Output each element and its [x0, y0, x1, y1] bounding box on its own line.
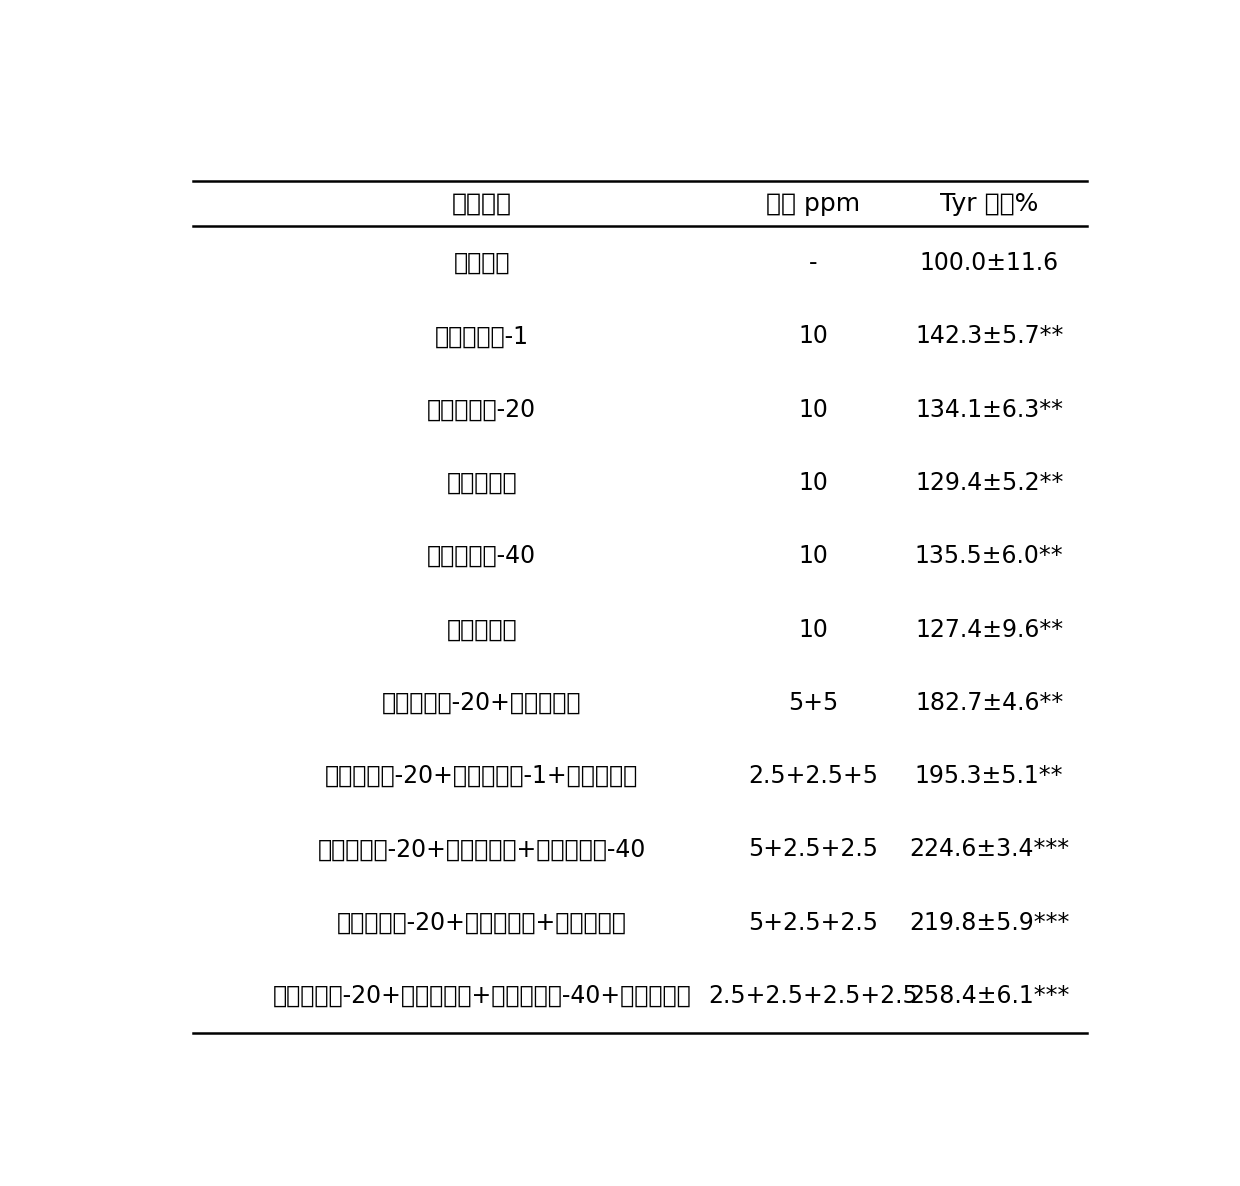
Text: 棕榈酰四肽-20+乙酰酪氨酸+棕榈酰三肽-40: 棕榈酰四肽-20+乙酰酪氨酸+棕榈酰三肽-40	[317, 837, 646, 861]
Text: 100.0±11.6: 100.0±11.6	[920, 251, 1059, 275]
Text: 127.4±9.6**: 127.4±9.6**	[915, 618, 1063, 642]
Text: 乙酰酪氨酸: 乙酰酪氨酸	[446, 471, 517, 495]
Text: 134.1±6.3**: 134.1±6.3**	[915, 397, 1063, 421]
Text: 5+2.5+2.5: 5+2.5+2.5	[748, 911, 878, 935]
Text: 空白对照: 空白对照	[454, 251, 510, 275]
Text: 219.8±5.9***: 219.8±5.9***	[909, 911, 1069, 935]
Text: 乙酰基六肽-1: 乙酰基六肽-1	[435, 324, 528, 349]
Text: 10: 10	[799, 324, 828, 349]
Text: 10: 10	[799, 544, 828, 568]
Text: 测试样品: 测试样品	[451, 191, 512, 216]
Text: 2.5+2.5+5: 2.5+2.5+5	[748, 764, 878, 789]
Text: 棕榈酰三肽-40: 棕榈酰三肽-40	[427, 544, 537, 568]
Text: 5+5: 5+5	[789, 690, 838, 715]
Text: 2.5+2.5+2.5+2.5: 2.5+2.5+2.5+2.5	[708, 984, 918, 1008]
Text: 10: 10	[799, 397, 828, 421]
Text: 棕榈酰四肽-20+乙酰基六肽-1+乙酰酪氨酸: 棕榈酰四肽-20+乙酰基六肽-1+乙酰酪氨酸	[325, 764, 639, 789]
Text: 195.3±5.1**: 195.3±5.1**	[915, 764, 1064, 789]
Text: 浓度 ppm: 浓度 ppm	[766, 191, 861, 216]
Text: 10: 10	[799, 471, 828, 495]
Text: 224.6±3.4***: 224.6±3.4***	[909, 837, 1069, 861]
Text: 棕榈酰四肽-20+乙酰酪氨酸+二苯乙烯苷: 棕榈酰四肽-20+乙酰酪氨酸+二苯乙烯苷	[337, 911, 626, 935]
Text: -: -	[808, 251, 817, 275]
Text: 129.4±5.2**: 129.4±5.2**	[915, 471, 1064, 495]
Text: 142.3±5.7**: 142.3±5.7**	[915, 324, 1064, 349]
Text: 135.5±6.0**: 135.5±6.0**	[915, 544, 1064, 568]
Text: 棕榈酰四肽-20: 棕榈酰四肽-20	[427, 397, 537, 421]
Text: 182.7±4.6**: 182.7±4.6**	[915, 690, 1063, 715]
Text: 棕榈酰四肽-20+乙酰酪氨酸: 棕榈酰四肽-20+乙酰酪氨酸	[382, 690, 582, 715]
Text: 二苯乙烯苷: 二苯乙烯苷	[446, 618, 517, 642]
Text: 258.4±6.1***: 258.4±6.1***	[909, 984, 1069, 1008]
Text: 棕榈酰四肽-20+乙酰酪氨酸+棕榈酰三肽-40+二苯乙烯苷: 棕榈酰四肽-20+乙酰酪氨酸+棕榈酰三肽-40+二苯乙烯苷	[273, 984, 691, 1008]
Text: Tyr 活性%: Tyr 活性%	[940, 191, 1038, 216]
Text: 10: 10	[799, 618, 828, 642]
Text: 5+2.5+2.5: 5+2.5+2.5	[748, 837, 878, 861]
